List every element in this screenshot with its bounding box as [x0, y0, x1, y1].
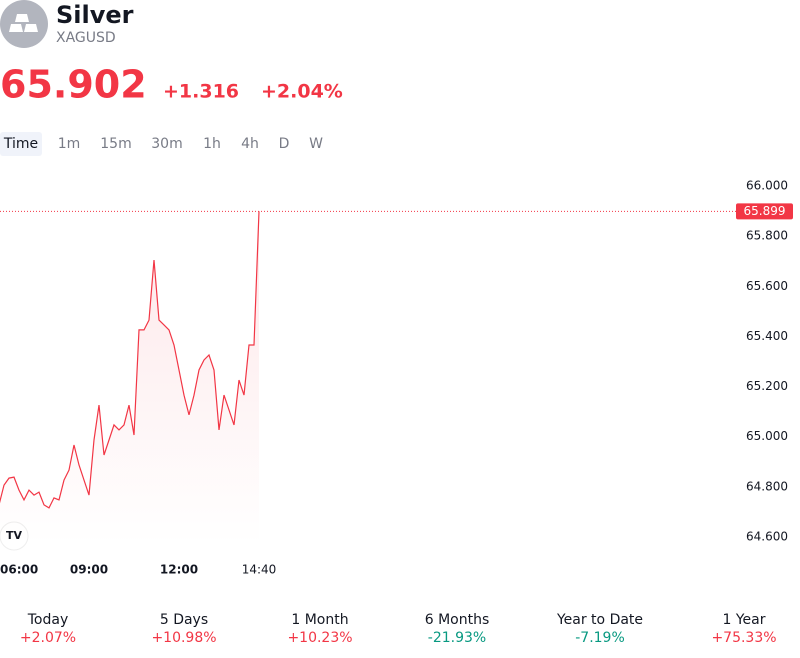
performance-value: -21.93% [428, 630, 486, 646]
x-tick-label: 06:00 [0, 563, 38, 577]
performance-label: Year to Date [556, 612, 643, 628]
y-tick-label: 65.000 [746, 429, 788, 443]
performance-label: Today [27, 612, 69, 628]
performance-value: +10.23% [287, 630, 352, 646]
change: +1.316 [163, 81, 239, 103]
y-tick-label: 65.400 [746, 329, 788, 343]
symbol-title: Silver [56, 1, 134, 29]
x-tick-label: 14:40 [242, 563, 277, 577]
performance-value: +75.33% [711, 630, 776, 646]
change-percent: +2.04% [261, 81, 343, 103]
icon-bars [9, 14, 38, 32]
last-price-label: 65.899 [744, 204, 786, 218]
y-tick-label: 64.800 [746, 479, 788, 493]
performance-item[interactable]: Year to Date -7.19% [556, 612, 643, 646]
performance-item[interactable]: 1 Year +75.33% [711, 612, 776, 646]
y-tick-label: 65.600 [746, 279, 788, 293]
performance-label: 6 Months [425, 612, 490, 628]
interval-tab[interactable]: D [279, 136, 290, 152]
price-line [0, 211, 260, 509]
performance-value: -7.19% [575, 630, 625, 646]
performance-item[interactable]: 6 Months -21.93% [425, 612, 490, 646]
y-tick-label: 65.800 [746, 229, 788, 243]
performance-item[interactable]: Today +2.07% [20, 612, 76, 646]
symbol-icon [0, 0, 48, 48]
performance-value: +2.07% [20, 630, 76, 646]
performance-label: 5 Days [160, 612, 208, 628]
performance-value: +10.98% [151, 630, 216, 646]
y-tick-label: 65.200 [746, 379, 788, 393]
price: 65.902 [0, 63, 147, 107]
performance-label: 1 Year [723, 612, 766, 628]
interval-tab[interactable]: 1m [58, 136, 81, 152]
y-tick-label: 66.000 [746, 179, 788, 193]
x-tick-label: 09:00 [70, 563, 108, 577]
interval-tab[interactable]: Time [3, 136, 38, 152]
x-tick-label: 12:00 [160, 563, 198, 577]
interval-tab[interactable]: W [309, 136, 323, 152]
interval-tab[interactable]: 15m [100, 136, 131, 152]
area-fill [0, 211, 259, 545]
interval-tab[interactable]: 30m [151, 136, 182, 152]
tab-selected-bg [0, 132, 42, 156]
interval-tab[interactable]: 1h [203, 136, 221, 152]
symbol-code: XAGUSD [56, 30, 116, 46]
interval-tab[interactable]: 4h [241, 136, 259, 152]
performance-item[interactable]: 1 Month +10.23% [287, 612, 352, 646]
performance-label: 1 Month [291, 612, 348, 628]
last-price-box [736, 203, 793, 220]
performance-item[interactable]: 5 Days +10.98% [151, 612, 216, 646]
y-tick-label: 64.600 [746, 530, 788, 544]
